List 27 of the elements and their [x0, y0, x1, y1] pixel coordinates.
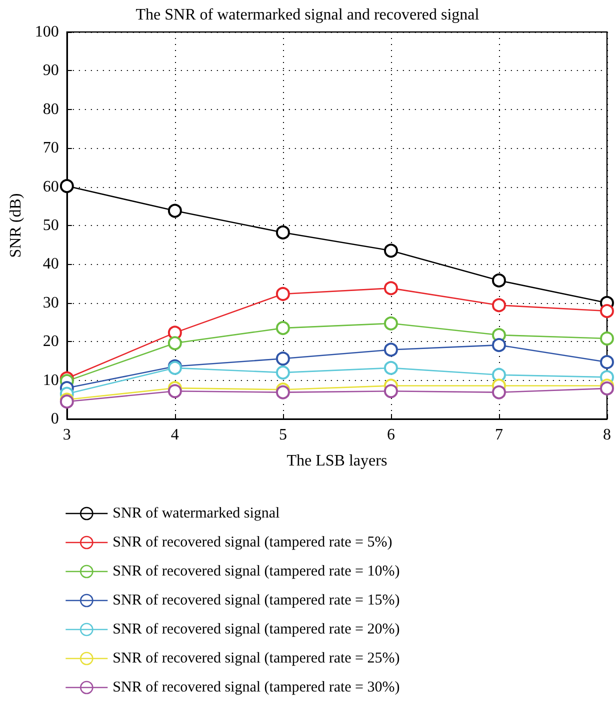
- y-tick-label: 90: [42, 62, 59, 80]
- y-tick-label: 60: [42, 178, 59, 196]
- x-tick-label: 8: [603, 426, 611, 444]
- y-tick-label: 50: [42, 217, 59, 234]
- legend-label: SNR of recovered signal (tampered rate = 10%): [112, 564, 400, 580]
- chart-title: The SNR of watermarked signal and recovered signal: [136, 6, 480, 24]
- x-tick-label: 3: [62, 426, 71, 444]
- legend-label: SNR of recovered signal (tampered rate = 25%): [112, 650, 400, 666]
- y-tick-label: 40: [42, 256, 59, 273]
- y-tick-label: 70: [42, 140, 59, 157]
- legend-label: SNR of recovered signal (tampered rate = 15%): [112, 592, 400, 608]
- y-tick-label: 10: [42, 372, 59, 389]
- y-axis-title: SNR (dB): [8, 193, 24, 258]
- legend-label: SNR of recovered signal (tampered rate = 20%): [112, 622, 400, 638]
- x-tick-label: 5: [278, 426, 287, 444]
- x-tick-label: 6: [386, 426, 395, 444]
- x-axis-title: The LSB layers: [286, 452, 388, 470]
- legend-label: SNR of recovered signal (tampered rate = 30%): [112, 680, 400, 696]
- x-tick-label: 4: [170, 426, 179, 444]
- legend-label: SNR of recovered signal (tampered rate = 5%): [112, 534, 392, 550]
- y-tick-label: 0: [50, 410, 59, 428]
- x-tick-label: 7: [494, 426, 503, 444]
- y-tick-label: 100: [34, 24, 59, 40]
- y-tick-label: 30: [42, 294, 59, 312]
- y-tick-label: 80: [42, 100, 59, 118]
- legend-label: SNR of watermarked signal: [112, 506, 280, 522]
- y-tick-label: 20: [42, 333, 59, 350]
